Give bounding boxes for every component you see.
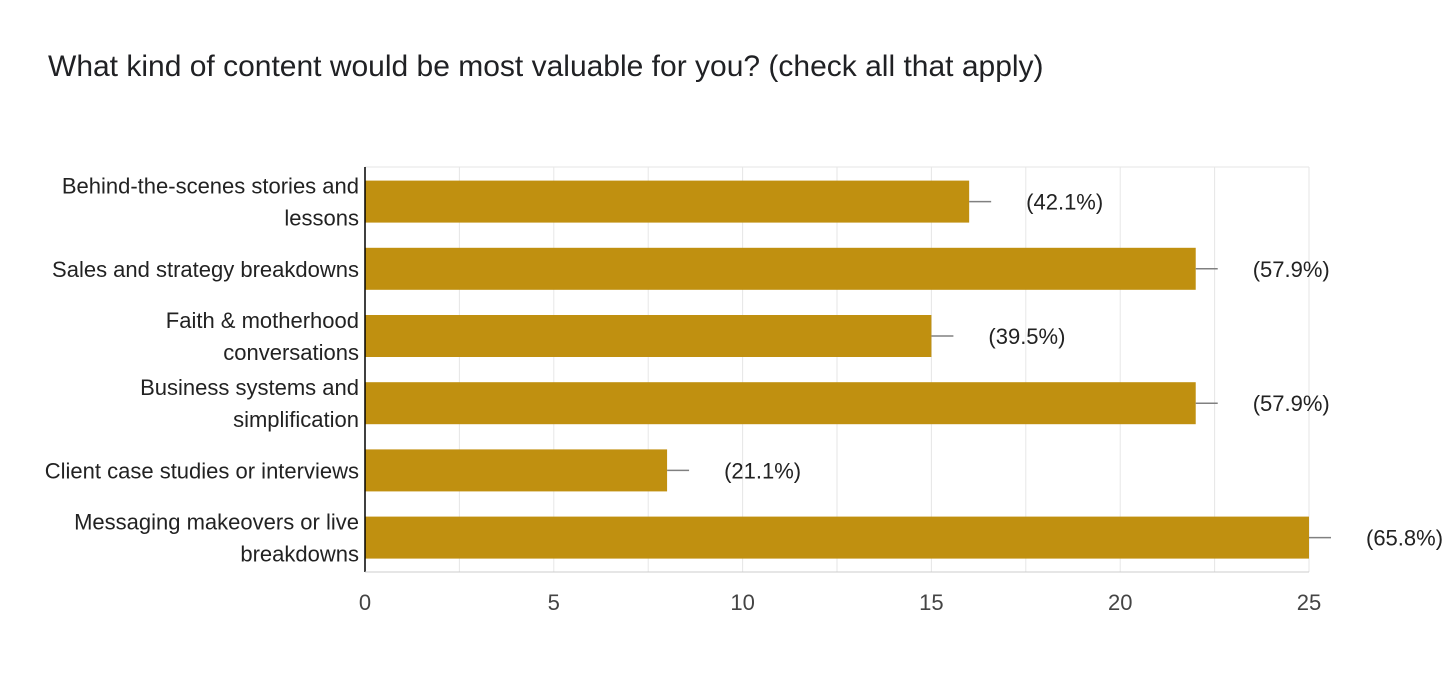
percent-label: (65.8%): [1366, 526, 1443, 551]
percent-label: (21.1%): [724, 458, 801, 483]
percent-label: (57.9%): [1253, 257, 1330, 282]
percent-labels: (42.1%) (57.9%) (39.5%) (57.9%) (21.1%) (65.8…: [724, 190, 1443, 551]
category-label-line: Business systems and: [140, 375, 359, 400]
percent-label: (42.1%): [1026, 190, 1103, 215]
category-label-line: Sales and strategy breakdowns: [52, 257, 359, 282]
bar: [365, 449, 668, 492]
category-label-line: Faith & motherhood: [166, 308, 359, 333]
axes: [364, 167, 1309, 573]
category-label: Business systems and simplification: [140, 375, 359, 432]
bar: [365, 247, 1196, 290]
x-tick-label: 15: [919, 590, 943, 615]
bars: [365, 180, 1309, 559]
category-label-line: simplification: [233, 407, 359, 432]
grid-lines: [365, 166, 1310, 572]
category-label-line: lessons: [284, 206, 359, 231]
percent-label: (39.5%): [988, 324, 1065, 349]
category-label: Faith & motherhood conversations: [166, 308, 359, 365]
bar: [365, 180, 970, 223]
category-label: Sales and strategy breakdowns: [52, 257, 359, 282]
x-tick-label: 5: [548, 590, 560, 615]
category-label-line: Messaging makeovers or live: [74, 510, 359, 535]
category-label: Messaging makeovers or live breakdowns: [74, 510, 359, 567]
bar: [365, 315, 932, 357]
category-label: Behind-the-scenes stories and lessons: [62, 174, 359, 231]
x-tick-label: 20: [1108, 590, 1132, 615]
x-tick-label: 10: [730, 590, 754, 615]
chart-title: What kind of content would be most valua…: [48, 50, 1044, 83]
leader-lines: [667, 200, 1331, 539]
percent-label: (57.9%): [1253, 391, 1330, 416]
category-label-line: Behind-the-scenes stories and: [62, 174, 359, 199]
category-label-line: conversations: [223, 340, 359, 365]
category-label-line: Client case studies or interviews: [45, 458, 359, 483]
bar: [365, 516, 1309, 559]
category-label-line: breakdowns: [240, 542, 359, 567]
category-label: Client case studies or interviews: [45, 458, 359, 483]
category-labels: Behind-the-scenes stories and lessons Sale…: [45, 174, 359, 567]
x-tick-label: 0: [359, 590, 371, 615]
x-tick-labels: 0 5 10 15 20 25: [359, 590, 1321, 615]
x-tick-label: 25: [1297, 590, 1321, 615]
bar: [365, 382, 1196, 425]
